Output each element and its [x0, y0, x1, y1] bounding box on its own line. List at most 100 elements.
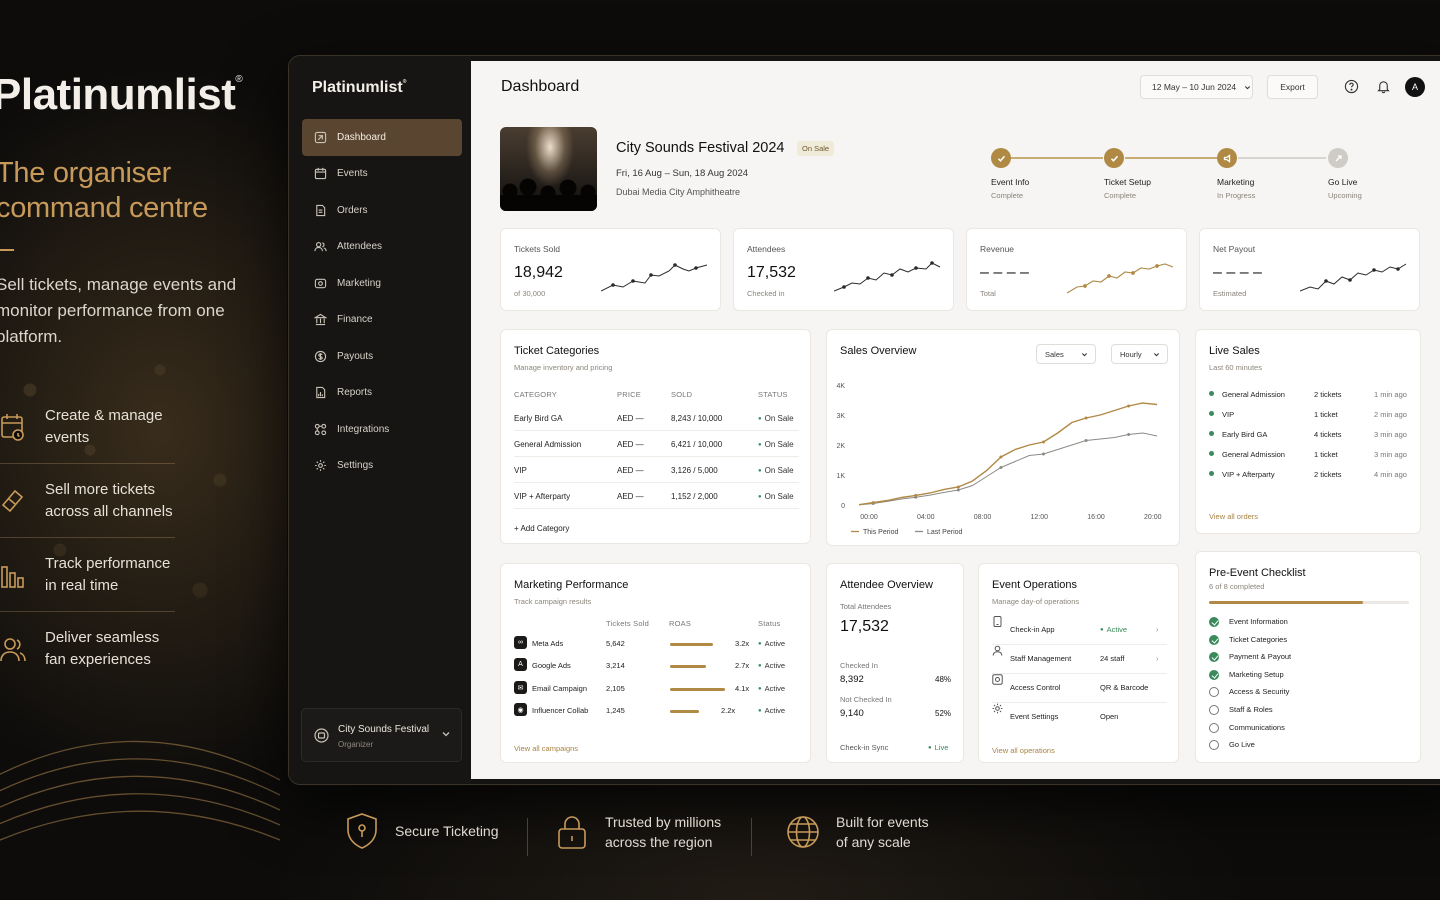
legend-label: This Period — [863, 529, 899, 536]
hero-divider — [0, 249, 14, 251]
table-row[interactable]: ◉ Influencer Collab 1,245 2.2x Active — [514, 701, 799, 723]
sidebar-item-dashboard[interactable]: Dashboard — [302, 119, 462, 156]
list-item[interactable]: General Admission 1 ticket 3 min ago — [1209, 445, 1409, 465]
sale-quantity: 2 tickets — [1314, 470, 1342, 479]
table-row[interactable]: Early Bird GA AED — 8,243 / 10,000 On Sa… — [514, 405, 799, 431]
campaign-roas: 3.2x — [735, 639, 750, 648]
category-sold: 8,243 / 10,000 — [671, 414, 723, 423]
table-row[interactable]: A Google Ads 3,214 2.7x Active — [514, 656, 799, 678]
sidebar-logo[interactable]: Platinumlist® — [312, 79, 407, 96]
avatar[interactable]: A — [1405, 77, 1425, 97]
operation-item-event-settings[interactable]: Event Settings Open — [992, 703, 1167, 732]
sidebar-item-orders[interactable]: Orders — [302, 192, 462, 229]
dashboard-icon — [314, 131, 327, 143]
trust-label: Trusted by millions — [605, 814, 722, 830]
view-all-campaigns-link[interactable]: View all campaigns — [514, 744, 579, 753]
card-title: Live Sales — [1209, 345, 1260, 357]
checklist-item[interactable]: Event Information — [1209, 615, 1409, 633]
sales-overview-card: Sales Overview Sales Hourly 0 1K 2K 3K 4K 00:… — [826, 329, 1180, 546]
checklist-item[interactable]: Marketing Setup — [1209, 668, 1409, 686]
checklist-item[interactable]: Ticket Categories — [1209, 633, 1409, 651]
sidebar-item-reports[interactable]: Reports — [302, 375, 462, 412]
step-go-live[interactable]: Go Live Upcoming — [1328, 148, 1408, 200]
list-item[interactable]: General Admission 2 tickets 1 min ago — [1209, 385, 1409, 405]
table-row[interactable]: ∞ Meta Ads 5,642 3.2x Active — [514, 634, 799, 656]
sale-quantity: 2 tickets — [1314, 390, 1342, 399]
chevron-down-icon — [1245, 85, 1251, 89]
add-category-button[interactable]: + Add Category — [514, 524, 569, 533]
date-range-picker[interactable]: 12 May – 10 Jun 2024 — [1140, 75, 1253, 99]
sale-time: 1 min ago — [1374, 390, 1407, 399]
checklist-item-label: Go Live — [1229, 740, 1255, 750]
metric-select[interactable]: Sales — [1036, 344, 1096, 364]
status-badge: Active — [758, 684, 785, 693]
event-dates: Fri, 16 Aug – Sun, 18 Aug 2024 — [616, 168, 749, 179]
view-all-orders-link[interactable]: View all orders — [1209, 512, 1259, 521]
operation-item-staff[interactable]: Staff Management 24 staff › — [992, 645, 1167, 674]
campaign-tickets: 5,642 — [606, 639, 625, 648]
pre-event-checklist-card: Pre-Event Checklist 6 of 8 completed Eve… — [1195, 551, 1421, 763]
list-item[interactable]: VIP 1 ticket 2 min ago — [1209, 405, 1409, 425]
checklist-item[interactable]: Payment & Payout — [1209, 650, 1409, 668]
checklist-item[interactable]: Go Live — [1209, 738, 1409, 756]
status-badge: Active — [758, 706, 785, 715]
sidebar-item-finance[interactable]: Finance — [302, 302, 462, 339]
sidebar-item-settings[interactable]: Settings — [302, 448, 462, 485]
checklist-item[interactable]: Access & Security — [1209, 685, 1409, 703]
x-tick-label: 04:00 — [917, 514, 935, 521]
table-row[interactable]: VIP AED — 3,126 / 5,000 On Sale — [514, 457, 799, 483]
status-badge: On Sale — [758, 414, 794, 423]
kpi-card-attendees[interactable]: Attendees 17,532 Checked in — [733, 228, 954, 311]
sidebar-item-payouts[interactable]: Payouts — [302, 338, 462, 375]
help-icon[interactable] — [1344, 79, 1359, 94]
kpi-card-revenue[interactable]: Revenue – – – – Total — [966, 228, 1187, 311]
sidebar-item-attendees[interactable]: Attendees — [302, 229, 462, 266]
sparkline — [1300, 263, 1407, 292]
checked-in-value: 8,392 — [840, 674, 864, 685]
trust-item-secure-ticketing: Secure Ticketing — [345, 812, 499, 850]
step-event-info[interactable]: Event Info Complete — [991, 148, 1071, 200]
empty-circle-icon — [1209, 722, 1219, 733]
status-badge: On Sale — [758, 492, 794, 501]
sidebar: Platinumlist® Dashboard Events Orders At… — [289, 56, 471, 784]
sale-ticket-type: Early Bird GA — [1222, 430, 1268, 439]
table-row[interactable]: ✉ Email Campaign 2,105 4.1x Active — [514, 679, 799, 701]
bell-icon[interactable] — [1376, 79, 1391, 94]
sidebar-item-marketing[interactable]: Marketing — [302, 265, 462, 302]
y-tick-label: 1K — [836, 473, 845, 480]
sidebar-item-integrations[interactable]: Integrations — [302, 411, 462, 448]
trust-sublabel: across the region — [605, 834, 713, 850]
status-dot — [1209, 451, 1214, 456]
operation-item-check-in-app[interactable]: Check-in App Active › — [992, 616, 1167, 645]
kpi-value: – – – – — [980, 264, 1029, 281]
kpi-card-net-payout[interactable]: Net Payout – – – – Estimated — [1199, 228, 1420, 311]
roas-bar — [670, 643, 730, 646]
check-circle-icon — [1209, 634, 1219, 645]
step-ticket-setup[interactable]: Ticket Setup Complete — [1104, 148, 1184, 200]
list-item[interactable]: VIP + Afterparty 2 tickets 4 min ago — [1209, 465, 1409, 485]
bar-chart-icon — [1, 565, 24, 588]
table-row[interactable]: General Admission AED — 6,421 / 10,000 O… — [514, 431, 799, 457]
list-item[interactable]: Early Bird GA 4 tickets 3 min ago — [1209, 425, 1409, 445]
view-all-operations-link[interactable]: View all operations — [992, 746, 1055, 755]
sync-status: Live — [928, 743, 949, 752]
step-marketing[interactable]: Marketing In Progress — [1217, 148, 1297, 200]
sidebar-item-events[interactable]: Events — [302, 156, 462, 193]
date-range-label: 12 May – 10 Jun 2024 — [1152, 82, 1237, 92]
sale-time: 3 min ago — [1374, 450, 1407, 459]
table-row[interactable]: VIP + Afterparty AED — 1,152 / 2,000 On … — [514, 483, 799, 509]
organization-switcher[interactable]: City Sounds Festival Organizer — [301, 708, 462, 762]
checklist-item[interactable]: Staff & Roles — [1209, 703, 1409, 721]
interval-select-value: Hourly — [1120, 349, 1142, 359]
campaign-roas: 2.7x — [735, 661, 750, 670]
interval-select[interactable]: Hourly — [1111, 344, 1168, 364]
calendar-icon — [314, 168, 327, 180]
checklist-item[interactable]: Communications — [1209, 721, 1409, 739]
trust-sublabel: of any scale — [836, 834, 911, 850]
kpi-card-tickets-sold[interactable]: Tickets Sold 18,942 of 30,000 — [500, 228, 721, 311]
operation-item-access-control[interactable]: Access Control QR & Barcode — [992, 674, 1167, 703]
main-content: Dashboard 12 May – 10 Jun 2024 Export A … — [471, 61, 1440, 779]
sale-time: 3 min ago — [1374, 430, 1407, 439]
export-button[interactable]: Export — [1267, 75, 1318, 99]
operation-label: Staff Management — [1010, 654, 1072, 663]
